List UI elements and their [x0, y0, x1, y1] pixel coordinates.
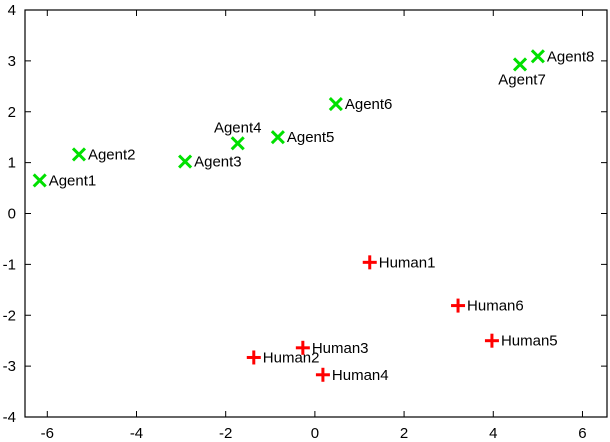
- y-tick-label: 4: [8, 2, 16, 19]
- agent-point: Agent8: [530, 48, 595, 65]
- point-label: Agent4: [214, 119, 262, 136]
- x-tick-label: 0: [311, 425, 319, 442]
- point-label: Agent8: [547, 48, 595, 65]
- point-label: Human4: [332, 367, 389, 384]
- human-point: Human6: [451, 298, 524, 315]
- agent-point: Agent7: [498, 57, 546, 88]
- point-label: Human2: [263, 349, 320, 366]
- x-marker-icon: [71, 147, 87, 162]
- point-label: Human6: [467, 298, 524, 315]
- x-tick-label: -4: [130, 425, 143, 442]
- y-tick-label: 3: [8, 53, 16, 70]
- x-tick-label: 6: [578, 425, 586, 442]
- point-label: Agent7: [498, 71, 546, 88]
- x-marker-icon: [230, 136, 245, 151]
- point-label: Agent2: [88, 146, 136, 163]
- y-tick-label: -3: [3, 358, 16, 375]
- point-label: Agent3: [194, 154, 242, 171]
- agent-point: Agent1: [32, 172, 97, 189]
- human-point: Human1: [362, 254, 436, 271]
- x-marker-icon: [32, 173, 47, 188]
- data-points: Agent1 Agent2 Agent3 Agent4 Agent5 Agent6 Agen…: [32, 48, 595, 384]
- x-marker-icon: [178, 154, 193, 169]
- agent-point: Agent4: [214, 119, 262, 151]
- x-marker-icon: [530, 49, 545, 64]
- x-marker-icon: [270, 130, 285, 145]
- y-tick-label: 2: [8, 104, 16, 121]
- point-label: Human5: [501, 333, 558, 350]
- y-tick-label: 0: [8, 206, 16, 223]
- point-label: Human1: [379, 254, 436, 271]
- y-tick-label: -2: [3, 307, 16, 324]
- x-marker-icon: [328, 97, 343, 112]
- x-tick-label: -6: [41, 425, 54, 442]
- point-label: Agent5: [287, 129, 335, 146]
- y-tick-label: 1: [8, 155, 16, 172]
- human-point: Human5: [484, 333, 558, 350]
- agent-point: Agent3: [178, 154, 242, 171]
- x-tick-label: 4: [489, 425, 497, 442]
- agent-point: Agent5: [270, 129, 335, 146]
- point-label: Agent1: [49, 172, 97, 189]
- x-tick-label: -2: [219, 425, 232, 442]
- y-tick-label: -4: [3, 409, 16, 426]
- axis-ticks: -6 -4 -2 0 2 4 6 -4 -3 -2 -1 0 1 2 3 4: [3, 2, 607, 442]
- point-label: Agent6: [345, 96, 393, 113]
- agent-point: Agent6: [328, 96, 393, 113]
- x-tick-label: 2: [400, 425, 408, 442]
- x-marker-icon: [512, 57, 528, 72]
- human-point: Human4: [315, 367, 389, 384]
- human-point: Human3: [295, 340, 369, 357]
- agent-point: Agent2: [71, 146, 136, 163]
- human-point: Human2: [246, 349, 320, 366]
- point-label: Human3: [312, 340, 369, 357]
- y-tick-label: -1: [3, 256, 16, 273]
